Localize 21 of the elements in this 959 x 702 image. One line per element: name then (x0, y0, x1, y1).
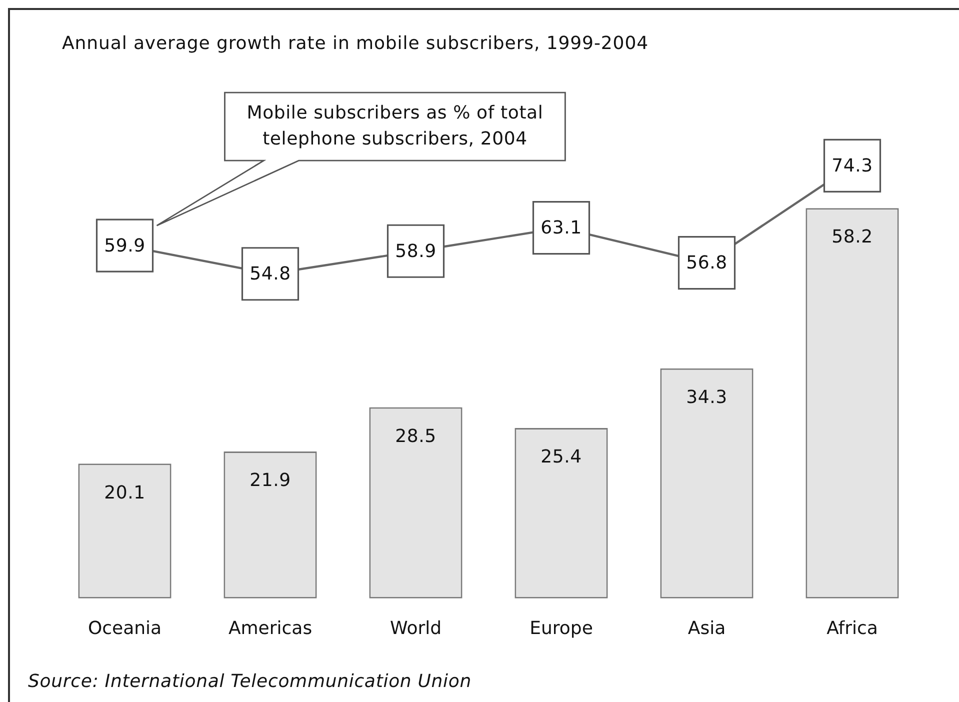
data-label: 58.9 (395, 240, 436, 262)
data-label: 58.2 (832, 226, 873, 248)
data-label: 59.9 (104, 235, 146, 256)
x-tick-label: Europe (530, 618, 593, 639)
data-label: 54.8 (250, 264, 291, 285)
data-label: 74.3 (832, 155, 873, 176)
x-tick-label: Africa (826, 618, 878, 639)
data-label: 28.5 (395, 426, 436, 447)
source-note: Source: International Telecommunication Union (28, 671, 472, 692)
data-label: 25.4 (540, 446, 582, 468)
data-label: 34.3 (686, 387, 728, 408)
data-label: 56.8 (686, 252, 728, 274)
x-tick-label: Americas (228, 618, 312, 639)
data-label: 21.9 (250, 470, 291, 492)
data-label: 20.1 (104, 482, 146, 504)
x-tick-label: Oceania (88, 618, 162, 639)
data-label: 63.1 (540, 218, 582, 238)
x-tick-label: Asia (688, 618, 726, 639)
text: Mobile subscribers as % of total telephone subscribers, 2004 (246, 102, 544, 150)
x-tick-label: World (390, 618, 442, 639)
chart-title: Annual average growth rate in mobile subscribers, 1999-2004 (62, 33, 649, 54)
